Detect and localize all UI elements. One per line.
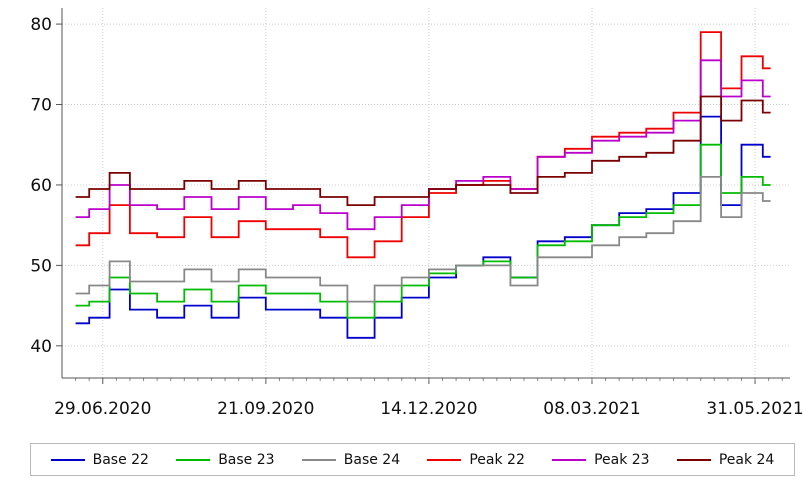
series-line-base-23	[75, 143, 771, 319]
series-line-peak-23	[75, 59, 771, 231]
legend-swatch	[301, 458, 336, 461]
legend-item: Peak 22	[427, 452, 525, 468]
legend-label: Base 23	[218, 451, 275, 468]
y-tick-label: 80	[30, 15, 52, 35]
x-tick-label: 14.12.2020	[380, 399, 477, 419]
legend-swatch	[427, 458, 462, 461]
series-line-base-24	[75, 176, 771, 303]
series-line-peak-22	[75, 31, 771, 259]
x-tick-label: 31.05.2021	[706, 399, 803, 419]
series-line-peak-24	[75, 95, 771, 206]
series-line-base-22	[75, 115, 771, 339]
y-tick-label: 70	[30, 96, 52, 116]
y-tick-label: 50	[30, 256, 52, 276]
y-tick-label: 40	[30, 337, 52, 357]
legend-label: Base 24	[343, 451, 401, 468]
series-lines	[75, 31, 771, 339]
legend-swatch	[676, 458, 711, 461]
line-chart: 40 50 60 70 80 29.06.2020 21.09.2020 14.12.2020…	[30, 8, 803, 419]
legend-item: Peak 24	[676, 451, 775, 468]
x-tick-label: 21.09.2020	[217, 399, 314, 419]
x-tick-label: 08.03.2021	[543, 399, 640, 419]
grid-lines	[62, 8, 790, 378]
legend-label: Peak 23	[594, 451, 650, 468]
legend-item: Base 24	[301, 451, 401, 468]
legend-label: Peak 22	[469, 451, 525, 468]
legend-label: Base 22	[92, 451, 149, 468]
legend-swatch	[50, 458, 85, 461]
legend-swatch	[176, 458, 211, 461]
axes	[56, 8, 790, 384]
legend-item: Base 23	[176, 451, 275, 468]
legend: Base 22 Base 23 Base 24 Peak 22 Peak 23 Peak …	[30, 443, 795, 476]
legend-label: Peak 24	[718, 451, 775, 468]
legend-item: Base 22	[50, 451, 149, 468]
legend-swatch	[552, 458, 587, 461]
x-tick-label: 29.06.2020	[54, 399, 151, 419]
y-tick-label: 60	[30, 176, 52, 196]
legend-item: Peak 23	[552, 452, 650, 468]
tick-labels: 40 50 60 70 80 29.06.2020 21.09.2020 14.12.2020…	[30, 15, 803, 419]
